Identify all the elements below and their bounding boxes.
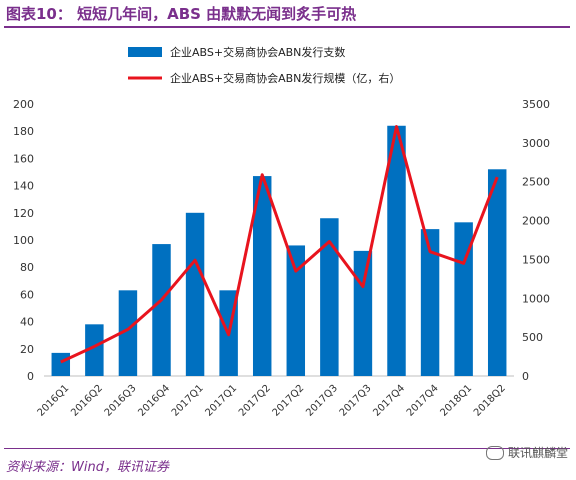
y-left-tick-label: 0 — [27, 370, 34, 383]
y-left-tick-label: 60 — [20, 288, 34, 301]
y-right-tick-label: 2500 — [522, 176, 550, 189]
x-tick-label: 2016Q3 — [103, 383, 139, 419]
bar — [320, 218, 339, 376]
source-note: 资料来源：Wind，联讯证券 — [6, 460, 169, 475]
bar — [252, 176, 272, 376]
title-divider — [4, 26, 570, 28]
x-tick-label: 2017Q3 — [338, 383, 374, 419]
legend-bar-swatch — [128, 47, 162, 57]
bar — [420, 229, 440, 376]
x-tick-label: 2016Q2 — [69, 383, 105, 419]
y-right-tick-label: 3500 — [522, 98, 550, 111]
y-left-tick-label: 20 — [20, 343, 34, 356]
x-tick-label: 2017Q3 — [304, 383, 340, 419]
bar — [152, 244, 171, 376]
bar — [51, 352, 71, 376]
x-tick-label: 2017Q4 — [405, 383, 441, 419]
y-right-tick-label: 1000 — [522, 292, 550, 305]
x-tick-label: 2017Q2 — [237, 383, 273, 419]
legend-line-label: 企业ABS+交易商协会ABN发行规模（亿，右） — [170, 71, 400, 85]
legend-bar-label: 企业ABS+交易商协会ABN发行支数 — [170, 45, 345, 59]
x-tick-label: 2017Q2 — [271, 383, 307, 419]
bar — [85, 324, 104, 376]
y-left-tick-label: 200 — [13, 98, 34, 111]
chart: 0204060801001201401601802000500100015002… — [13, 45, 550, 419]
y-right-tick-label: 3000 — [522, 137, 550, 150]
y-left-tick-label: 140 — [13, 180, 34, 193]
watermark: 联讯麒麟堂 — [485, 444, 568, 461]
y-left-tick-label: 120 — [13, 207, 34, 220]
y-left-tick-label: 100 — [13, 234, 34, 247]
y-right-tick-label: 500 — [522, 331, 543, 344]
bar — [487, 169, 507, 376]
x-tick-label: 2017Q4 — [371, 383, 407, 419]
bar — [286, 245, 306, 376]
bar — [387, 125, 406, 376]
source-divider — [4, 448, 570, 449]
figure-title: 图表10： 短短几年间，ABS 由默默无闻到炙手可热 — [6, 5, 357, 23]
y-right-tick-label: 1500 — [522, 253, 550, 266]
x-tick-label: 2018Q1 — [438, 383, 474, 419]
watermark-text: 联讯麒麟堂 — [507, 446, 568, 460]
x-tick-label: 2018Q2 — [472, 383, 508, 419]
y-left-tick-label: 180 — [13, 125, 34, 138]
bar — [118, 290, 138, 376]
wechat-icon — [485, 445, 504, 460]
scale-line — [60, 125, 499, 364]
bar — [353, 250, 373, 376]
y-left-tick-label: 40 — [20, 316, 34, 329]
x-tick-label: 2017Q1 — [170, 383, 206, 419]
y-left-tick-label: 160 — [13, 152, 34, 165]
x-tick-label: 2016Q1 — [36, 383, 72, 419]
y-left-tick-label: 80 — [20, 261, 34, 274]
y-right-tick-label: 0 — [522, 370, 529, 383]
x-tick-label: 2017Q1 — [203, 383, 239, 419]
x-tick-label: 2016Q4 — [136, 383, 172, 419]
bar — [185, 212, 205, 376]
y-right-tick-label: 2000 — [522, 215, 550, 228]
